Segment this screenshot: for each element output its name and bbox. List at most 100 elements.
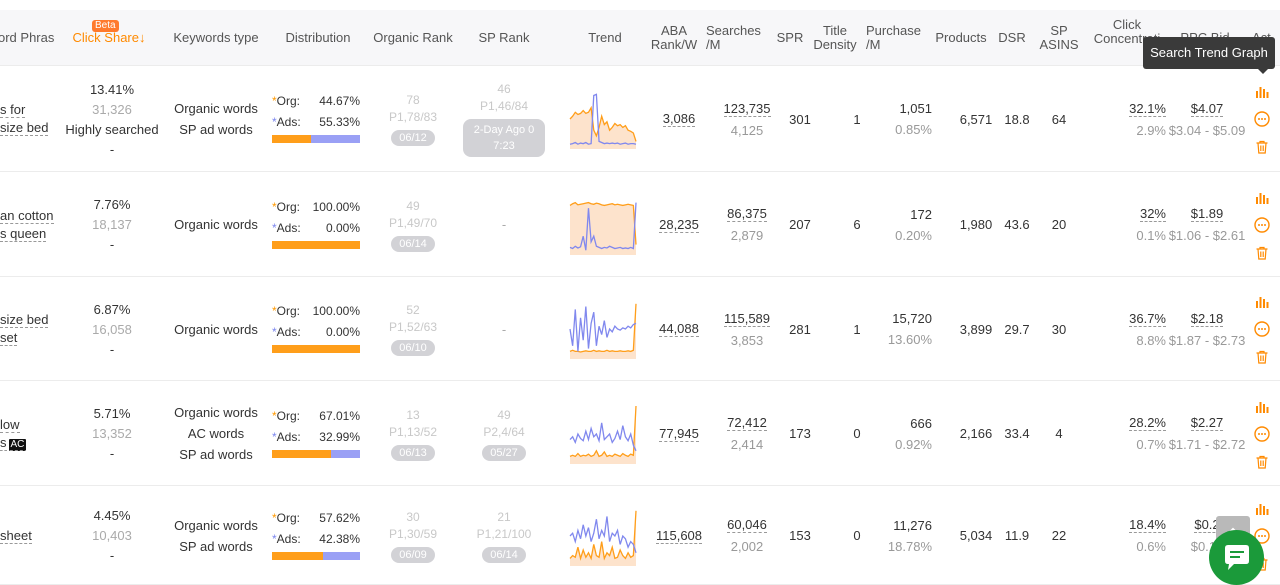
trend-graph-button[interactable]	[1254, 398, 1270, 414]
header-sp-asins[interactable]: SP ASINS	[1038, 10, 1080, 66]
keyword-phrase[interactable]: sheet	[0, 527, 32, 545]
trend-sparkline	[569, 93, 637, 149]
header-trend[interactable]: Trend	[588, 30, 622, 45]
organic-percent: 100.00%	[312, 304, 360, 318]
more-options-button[interactable]	[1254, 111, 1270, 127]
trend-graph-button[interactable]	[1254, 189, 1270, 205]
keyword-phrase[interactable]: low s AC	[0, 416, 27, 454]
distribution-bar	[272, 240, 360, 249]
table-row[interactable]: size bed set 6.87% 16,058- Organic words *Org…	[0, 277, 1280, 381]
trend-chart[interactable]	[568, 381, 638, 486]
products-cell: 6,571	[950, 66, 1002, 172]
aba-rank[interactable]: 44,088	[659, 321, 699, 337]
sp-asins-value: 64	[1051, 111, 1067, 127]
searches-monthly[interactable]: 86,375	[727, 206, 767, 222]
delete-button[interactable]	[1254, 454, 1270, 470]
delete-button[interactable]	[1254, 245, 1270, 261]
trend-graph-button[interactable]	[1254, 293, 1270, 309]
aba-rank[interactable]: 115,608	[655, 527, 703, 544]
table-row[interactable]: an cotton s queen 7.76% 18,137 - Organic word…	[0, 172, 1280, 277]
trend-graph-button[interactable]	[1254, 500, 1270, 516]
distribution-bar-organic	[272, 449, 331, 458]
distribution-bar	[272, 449, 360, 458]
products-value: 3,899	[959, 321, 993, 337]
trend-chart[interactable]	[568, 172, 638, 277]
row-actions	[1252, 189, 1272, 273]
keyword-phrase[interactable]: an cotton s queen	[0, 207, 54, 243]
delete-button[interactable]	[1254, 349, 1270, 365]
header-keywords-type[interactable]: Keywords type	[173, 30, 259, 45]
title-density-value: 0	[853, 528, 861, 543]
purchase-rate: 13.60%	[887, 332, 932, 347]
more-options-button[interactable]	[1254, 527, 1270, 544]
trend-sparkline	[569, 303, 637, 359]
products-value: 1,980	[959, 217, 993, 232]
header-aba-rank[interactable]: ABA Rank/W	[646, 10, 702, 66]
header-dsr[interactable]: DSR	[998, 30, 1026, 45]
chat-button[interactable]	[1209, 530, 1264, 585]
header-spr[interactable]: SPR	[776, 30, 804, 45]
ppc-bid-value[interactable]: $2.18	[1190, 310, 1224, 327]
header-keyword-phrase[interactable]: ord Phras	[0, 30, 55, 45]
keyword-text: set	[0, 330, 18, 346]
click-concentration-value[interactable]: 32%	[1139, 206, 1166, 222]
more-options-button[interactable]	[1254, 216, 1270, 233]
trend-graph-button[interactable]	[1254, 83, 1270, 99]
ads-label-text: Ads:	[276, 325, 301, 339]
searches-monthly[interactable]: 60,046	[727, 517, 767, 533]
header-title-density[interactable]: Title Density	[812, 10, 858, 66]
more-options-button[interactable]	[1254, 321, 1270, 337]
trend-chart[interactable]	[568, 486, 638, 585]
searches-monthly[interactable]: 123,735	[723, 100, 771, 117]
ppc-bid-value[interactable]: $0.2	[1194, 517, 1220, 533]
click-concentration-value[interactable]: 36.7%	[1129, 310, 1166, 327]
delete-button[interactable]	[1254, 139, 1270, 155]
aba-rank[interactable]: 3,086	[662, 111, 696, 127]
trend-organic-line	[569, 303, 637, 353]
more-options-button[interactable]	[1254, 425, 1270, 442]
searches-monthly[interactable]: 72,412	[727, 415, 767, 431]
purchase-cell: 172 0.20%	[872, 172, 932, 277]
ppc-bid-value[interactable]: $2.27	[1190, 415, 1224, 431]
ppc-bid-value[interactable]: $4.07	[1190, 100, 1224, 117]
trend-chart[interactable]	[568, 277, 638, 381]
trend-sparkline	[569, 201, 637, 255]
ads-label: *Ads:	[272, 112, 301, 133]
keyword-line: size bed	[0, 311, 49, 329]
keyword-phrase[interactable]: s for size bed	[0, 101, 49, 137]
header-searches[interactable]: Searches /M	[706, 10, 764, 66]
ads-label-text: Ads:	[276, 220, 301, 235]
click-concentration-cell: 36.7% 8.8%	[1110, 277, 1166, 381]
ads-percent: 0.00%	[325, 325, 360, 339]
aba-rank[interactable]: 77,945	[659, 425, 699, 442]
products-value: 5,034	[959, 528, 993, 543]
sp-rank-cell: 49 P2,4/64 05/27	[460, 381, 548, 486]
ppc-bid-value[interactable]: $1.89	[1190, 206, 1224, 222]
trend-ads-line	[569, 93, 637, 145]
ads-star-icon: *	[272, 115, 277, 129]
trend-chart[interactable]	[568, 66, 638, 172]
keywords-type-cell: Organic words AC words SP ad words	[166, 381, 266, 486]
click-concentration-sub: 0.1%	[1136, 228, 1166, 243]
header-click-share[interactable]: Click Share↓	[68, 10, 150, 66]
distribution-ads: *Ads: 32.99%	[272, 427, 360, 448]
header-purchase[interactable]: Purchase /M	[866, 10, 924, 66]
sp-asins-value: 22	[1051, 528, 1067, 543]
click-concentration-value[interactable]: 32.1%	[1129, 100, 1166, 117]
sp-rank: 46	[497, 82, 511, 96]
keyword-text: low	[0, 416, 20, 433]
searches-monthly[interactable]: 115,589	[723, 310, 771, 327]
header-organic-rank[interactable]: Organic Rank	[373, 30, 453, 45]
table-row[interactable]: low s AC 5.71% 13,352 - Organic words AC words S…	[0, 381, 1280, 486]
click-concentration-value[interactable]: 28.2%	[1129, 415, 1166, 431]
sp-rank-empty: -	[501, 217, 507, 232]
keyword-phrase[interactable]: size bed set	[0, 311, 49, 347]
header-sp-rank[interactable]: SP Rank	[478, 30, 530, 45]
header-distribution[interactable]: Distribution	[285, 30, 351, 45]
table-row[interactable]: s for size bed 13.41% 31,326 Highly searched…	[0, 66, 1280, 172]
aba-rank[interactable]: 28,235	[659, 216, 699, 233]
click-concentration-value[interactable]: 18.4%	[1129, 517, 1166, 533]
table-row[interactable]: sheet 4.45% 10,403 - Organic words SP ad word…	[0, 486, 1280, 585]
purchase-rate: 0.92%	[895, 436, 932, 452]
header-products[interactable]: Products	[935, 30, 987, 45]
